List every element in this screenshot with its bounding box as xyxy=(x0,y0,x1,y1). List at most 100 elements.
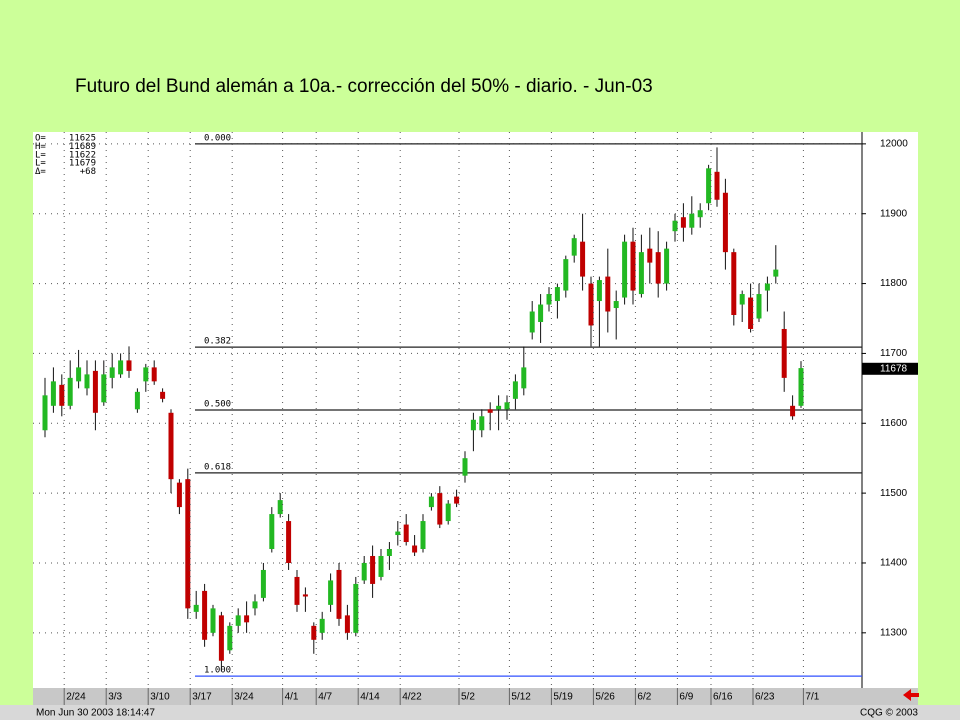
x-tick-label: 5/12 xyxy=(511,692,531,703)
info-label: Δ= xyxy=(35,167,46,177)
candle-body xyxy=(714,171,720,200)
candle-body xyxy=(781,328,787,378)
fib-label: 1.000 xyxy=(204,666,231,676)
candle-body xyxy=(59,384,65,406)
candle-body xyxy=(504,402,510,410)
candle-body xyxy=(143,367,149,382)
candle-body xyxy=(126,360,132,371)
candle-body xyxy=(655,252,661,284)
candle-body xyxy=(101,374,107,403)
info-label: H= xyxy=(35,142,46,152)
candle-body xyxy=(311,625,317,640)
status-bar xyxy=(0,705,960,720)
candle-body xyxy=(479,416,485,431)
candle-body xyxy=(176,482,182,508)
candle-body xyxy=(697,210,703,218)
y-tick-label: 12000 xyxy=(880,139,908,150)
candle-body xyxy=(260,569,266,598)
candle-body xyxy=(563,259,569,291)
candle-body xyxy=(235,615,241,626)
info-label: O= xyxy=(35,134,46,144)
candle-body xyxy=(160,391,166,399)
candle-body xyxy=(370,555,376,584)
candle-body xyxy=(344,615,350,633)
candle-body xyxy=(395,531,401,536)
y-tick-label: 11400 xyxy=(880,558,908,569)
y-tick-label: 11700 xyxy=(880,348,908,359)
candle-body xyxy=(630,241,636,291)
info-value: 11679 xyxy=(69,159,96,169)
candle-body xyxy=(50,381,56,406)
candle-body xyxy=(218,615,224,661)
candle-body xyxy=(109,367,115,378)
info-value: 11689 xyxy=(69,142,96,152)
candle-body xyxy=(580,241,586,277)
chart-title: Futuro del Bund alemán a 10a.- correcció… xyxy=(75,76,653,97)
x-tick-label: 4/7 xyxy=(318,692,332,703)
price-marker-label: 11678 xyxy=(880,363,908,374)
date-bar xyxy=(33,688,918,705)
candle-body xyxy=(554,287,560,302)
candle-body xyxy=(151,367,157,382)
candle-body xyxy=(689,213,695,228)
candle-body xyxy=(672,220,678,232)
candle-body xyxy=(638,252,644,295)
x-tick-label: 5/19 xyxy=(553,692,573,703)
candle-body xyxy=(664,248,670,284)
candle-body xyxy=(605,276,611,312)
candle-body xyxy=(277,500,283,515)
candle-body xyxy=(428,496,434,508)
candle-body xyxy=(756,294,762,319)
candle-body xyxy=(118,360,124,375)
x-tick-label: 3/10 xyxy=(150,692,170,703)
candle-body xyxy=(168,412,174,480)
candle-body xyxy=(76,367,82,382)
info-value: +68 xyxy=(80,167,96,177)
info-label: L= xyxy=(35,150,46,160)
x-tick-label: 7/1 xyxy=(805,692,819,703)
candle-body xyxy=(378,555,384,577)
candle-body xyxy=(470,419,476,431)
candle-body xyxy=(227,625,233,651)
y-tick-label: 11500 xyxy=(880,488,908,499)
x-tick-label: 3/17 xyxy=(192,692,212,703)
candle-body xyxy=(92,370,98,413)
candle-body xyxy=(496,405,502,410)
candle-body xyxy=(647,248,653,263)
candle-body xyxy=(596,280,602,302)
candle-body xyxy=(613,301,619,309)
candle-body xyxy=(202,590,208,640)
fib-label: 0.382 xyxy=(204,337,231,347)
x-tick-label: 5/2 xyxy=(461,692,475,703)
candle-body xyxy=(286,521,292,563)
fib-label: 0.618 xyxy=(204,462,231,472)
x-tick-label: 3/24 xyxy=(234,692,254,703)
x-tick-label: 4/1 xyxy=(285,692,299,703)
candle-body xyxy=(445,503,451,522)
candle-body xyxy=(739,294,745,305)
candle-body xyxy=(529,311,535,333)
candle-body xyxy=(748,297,754,329)
info-value: 11625 xyxy=(69,134,96,144)
timestamp: Mon Jun 30 2003 18:14:47 xyxy=(36,708,155,719)
candle-body xyxy=(193,604,199,612)
candle-body xyxy=(538,304,544,322)
candle-body xyxy=(361,562,367,581)
x-tick-label: 6/16 xyxy=(713,692,733,703)
candle-body xyxy=(134,391,140,410)
candle-body xyxy=(764,283,770,291)
candle-body xyxy=(420,521,426,549)
price-marker xyxy=(862,362,918,375)
candle-body xyxy=(487,409,493,413)
y-tick-label: 11300 xyxy=(880,627,908,638)
x-tick-label: 2/24 xyxy=(66,692,86,703)
candle-body xyxy=(773,269,779,277)
candle-body xyxy=(185,479,191,609)
candle-body xyxy=(42,395,48,431)
x-tick-label: 6/2 xyxy=(637,692,651,703)
copyright: CQG © 2003 xyxy=(860,708,918,719)
y-tick-label: 11800 xyxy=(880,278,908,289)
candle-body xyxy=(454,496,460,504)
